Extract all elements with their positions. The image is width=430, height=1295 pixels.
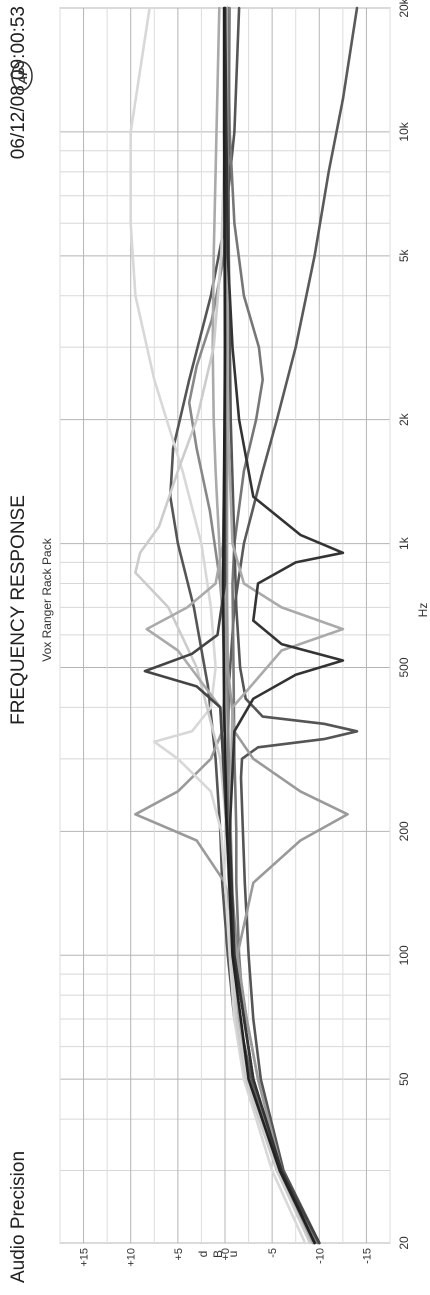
x-tick-label: 1k [397,536,411,550]
x-tick-label: 5k [397,248,411,262]
series-line-14 [223,6,345,1245]
x-tick-label: 2k [397,412,411,426]
y-axis-label-d: d [196,1251,210,1258]
chart-subtitle: Vox Ranger Rack Pack [40,537,54,661]
timestamp-label: 06/12/08 09:00:53 [8,6,29,159]
y-tick-label: +15 [79,1248,91,1267]
series-line-8 [225,6,349,1245]
x-tick-label: 200 [397,821,411,841]
y-tick-label: -5 [267,1248,279,1258]
y-axis-label-u: u [226,1251,240,1258]
x-tick-label: 500 [397,657,411,677]
y-tick-label: -10 [314,1248,326,1264]
ap-logo-text: AP [16,67,30,86]
series-line-15 [221,6,316,1245]
ap-logo: AP [11,61,33,91]
y-axis-label: d B u [196,1250,240,1258]
x-tick-label: 20k [397,0,411,18]
series-line-9 [129,6,307,1245]
y-tick-label: -15 [361,1248,373,1264]
x-tick-label: 20 [397,1236,411,1250]
y-tick-label: +5 [173,1248,185,1261]
series-line-10 [134,6,312,1245]
brand-label: Audio Precision [8,1151,29,1283]
x-tick-label: 50 [397,1072,411,1086]
series-layer [129,6,359,1245]
chart-title: FREQUENCY RESPONSE [8,495,29,725]
x-tick-label: 100 [397,945,411,965]
x-tick-label: 10k [397,121,411,141]
y-axis-label-b: B [211,1250,225,1258]
series-line-6 [226,6,359,1245]
y-tick-label: +0 [220,1248,232,1261]
x-axis-label: Hz [416,603,430,618]
tick-labels: 20 50 100 200 500 1k 2k 5k 10k 20k +15 +10 +5 +0 -5 -10… [79,0,411,1267]
y-tick-label: +10 [126,1248,138,1267]
